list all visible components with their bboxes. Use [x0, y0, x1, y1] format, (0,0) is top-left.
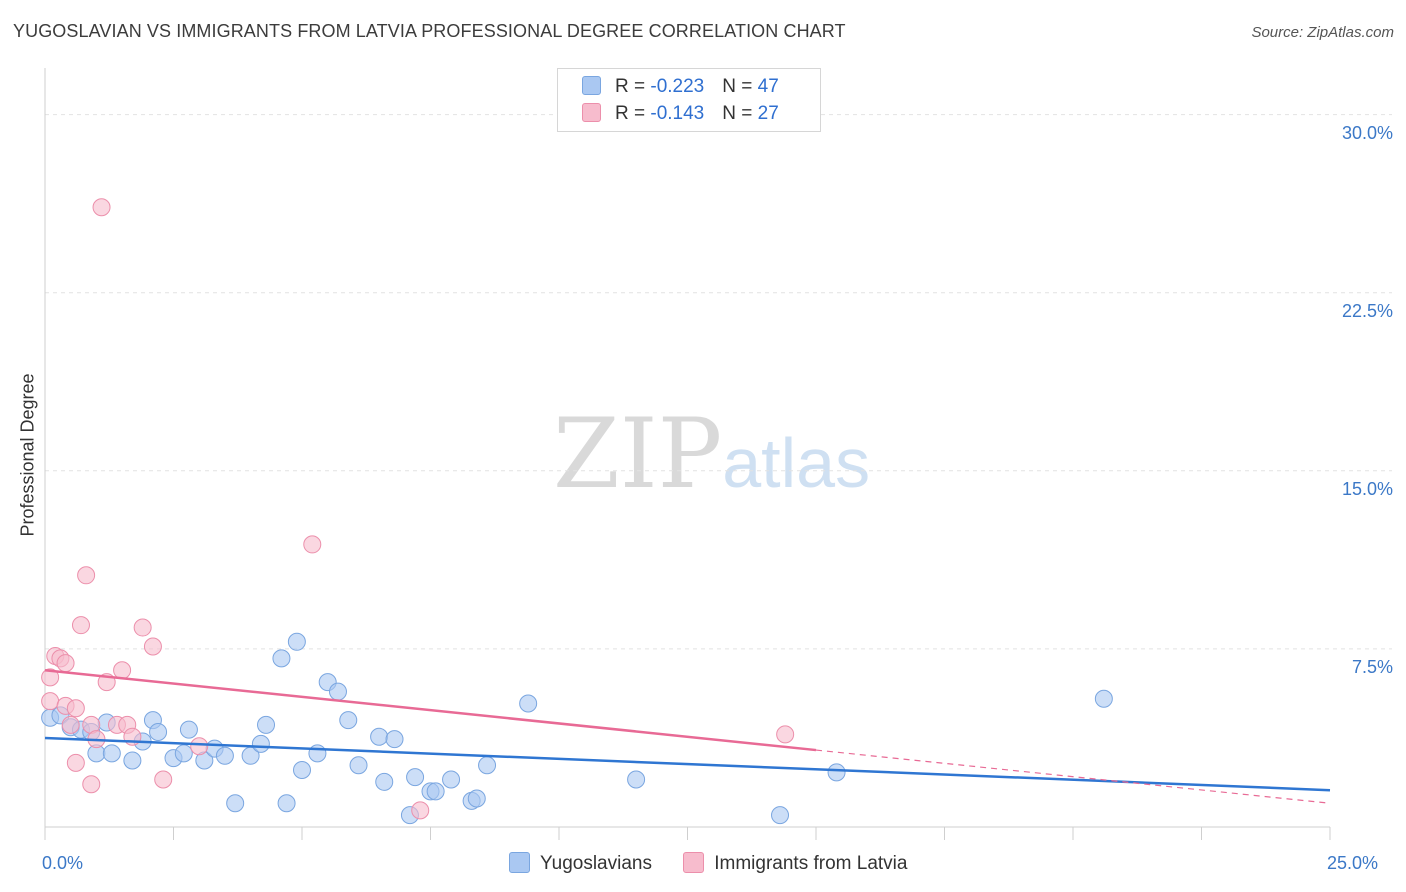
point-latvia — [143, 637, 162, 656]
point-yugoslavians — [179, 720, 198, 739]
point-yugoslavians — [1094, 689, 1113, 708]
point-yugoslavians — [771, 806, 790, 825]
legend-r-value: -0.143 — [650, 103, 705, 124]
point-yugoslavians — [519, 694, 538, 713]
legend-r-label: R = — [615, 76, 651, 97]
legend-row-latvia: R = -0.143 N = 27 — [582, 103, 779, 125]
y-tick-label: 30.0% — [1341, 122, 1393, 143]
point-yugoslavians — [328, 682, 347, 701]
point-latvia — [411, 801, 430, 820]
point-latvia — [56, 654, 75, 673]
point-yugoslavians — [287, 632, 306, 651]
point-latvia — [776, 725, 795, 744]
point-yugoslavians — [308, 744, 327, 763]
legend-n-label: N = — [722, 103, 758, 124]
point-yugoslavians — [215, 746, 234, 765]
point-latvia — [82, 775, 101, 794]
point-latvia — [66, 753, 85, 772]
legend-n-value: 47 — [757, 76, 779, 97]
point-yugoslavians — [442, 770, 461, 789]
legend-item-latvia[interactable]: Immigrants from Latvia — [683, 852, 907, 875]
point-latvia — [113, 661, 132, 680]
legend-r-value: -0.223 — [650, 76, 705, 97]
point-latvia — [41, 668, 60, 687]
point-yugoslavians — [123, 751, 142, 770]
point-yugoslavians — [478, 756, 497, 775]
legend-swatch-yugoslavians — [509, 852, 530, 873]
point-latvia — [303, 535, 322, 554]
point-yugoslavians — [102, 744, 121, 763]
point-latvia — [71, 616, 90, 635]
point-yugoslavians — [385, 730, 404, 749]
point-yugoslavians — [406, 768, 425, 787]
trend-line-latvia-dashed — [815, 749, 1331, 804]
legend-item-yugoslavians[interactable]: Yugoslavians — [509, 852, 652, 875]
point-yugoslavians — [272, 649, 291, 668]
watermark-zip: ZIP — [553, 398, 723, 510]
point-yugoslavians — [174, 744, 193, 763]
point-yugoslavians — [467, 789, 486, 808]
x-tick-label: 0.0% — [42, 853, 84, 873]
y-tick-label: 22.5% — [1341, 300, 1393, 321]
legend-label-yugoslavians: Yugoslavians — [540, 853, 652, 874]
legend-label-latvia: Immigrants from Latvia — [714, 853, 908, 874]
data-points — [41, 198, 1113, 825]
point-yugoslavians — [339, 711, 358, 730]
y-tick-label: 15.0% — [1341, 478, 1393, 499]
point-yugoslavians — [226, 794, 245, 813]
legend-r-label: R = — [615, 103, 651, 124]
axes — [44, 68, 1331, 840]
legend-n-label: N = — [722, 76, 758, 97]
point-latvia — [41, 692, 60, 711]
point-latvia — [154, 770, 173, 789]
point-latvia — [77, 566, 96, 585]
chart-title: YUGOSLAVIAN VS IMMIGRANTS FROM LATVIA PR… — [13, 21, 846, 41]
point-yugoslavians — [827, 763, 846, 782]
point-yugoslavians — [426, 782, 445, 801]
trend-line-latvia — [44, 669, 817, 752]
legend-swatch-latvia — [683, 852, 705, 873]
point-latvia — [133, 618, 152, 637]
x-tick-label: 25.0% — [1327, 853, 1379, 873]
point-yugoslavians — [251, 734, 270, 753]
point-yugoslavians — [370, 727, 389, 746]
trend-line-yugoslavians — [44, 736, 1331, 792]
point-yugoslavians — [257, 715, 276, 734]
point-yugoslavians — [293, 761, 311, 780]
trend-lines — [44, 669, 1331, 804]
y-axis-label: Professional Degree — [17, 373, 38, 537]
point-yugoslavians — [149, 723, 168, 742]
series-legend: Yugoslavians Immigrants from Latvia — [509, 852, 933, 875]
point-yugoslavians — [349, 756, 368, 775]
point-latvia — [66, 699, 85, 718]
point-yugoslavians — [627, 770, 646, 789]
source-label: Source: ZipAtlas.com — [1251, 24, 1394, 41]
legend-swatch-yugoslavians — [582, 76, 601, 95]
legend-swatch-latvia — [582, 103, 601, 122]
grid-lines — [45, 114, 1392, 650]
zipatlas-watermark: ZIPatlas — [553, 398, 870, 510]
legend-row-yugoslavians: R = -0.223 N = 47 — [582, 76, 779, 98]
y-tick-label: 7.5% — [1351, 656, 1393, 677]
point-latvia — [190, 737, 209, 756]
point-latvia — [61, 715, 80, 734]
point-latvia — [92, 198, 111, 217]
point-yugoslavians — [277, 794, 296, 813]
point-yugoslavians — [375, 772, 394, 791]
correlation-legend: R = -0.223 N = 47 R = -0.143 N = 27 — [557, 68, 821, 132]
watermark-atlas: atlas — [722, 424, 871, 502]
legend-n-value: 27 — [757, 103, 779, 124]
